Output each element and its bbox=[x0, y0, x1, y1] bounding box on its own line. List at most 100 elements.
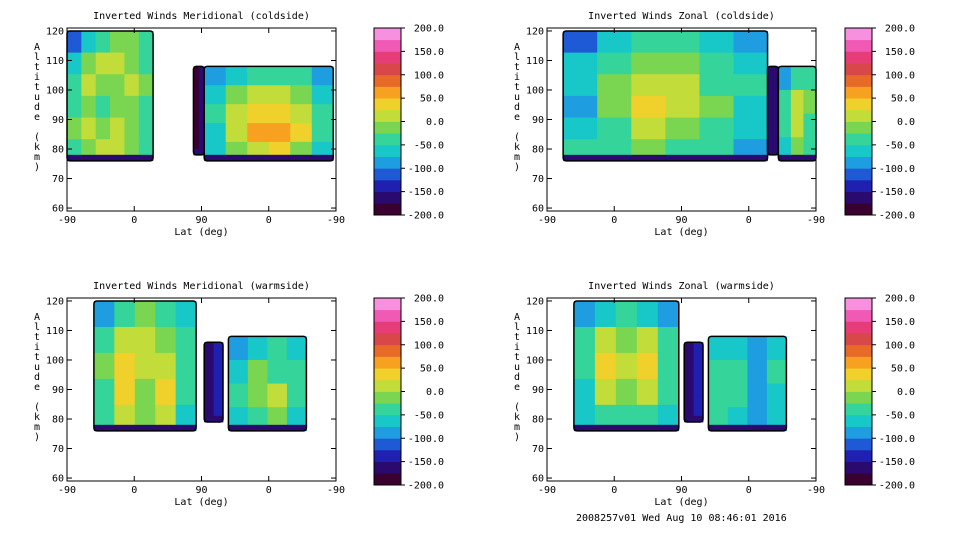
edge-band bbox=[204, 415, 224, 422]
heat-cell bbox=[193, 88, 200, 112]
heat-cell bbox=[134, 352, 156, 380]
colorbar-tick-label: -200.0 bbox=[879, 211, 915, 222]
heat-cell bbox=[228, 383, 249, 408]
heat-cell bbox=[772, 95, 779, 126]
heat-cell bbox=[114, 404, 136, 432]
colorbar-swatch bbox=[374, 51, 401, 64]
heat-cell bbox=[175, 352, 197, 380]
heat-cell bbox=[124, 30, 140, 53]
colorbar-tick-label: 0.0 bbox=[426, 117, 444, 128]
colorbar-swatch bbox=[374, 356, 401, 369]
x-tick-label: 90 bbox=[675, 215, 687, 226]
heat-cell bbox=[93, 326, 115, 354]
chart-panel-3: Inverted Winds Zonal (warmside) 60 70 80 90 1… bbox=[514, 281, 915, 508]
heat-cell bbox=[684, 342, 694, 370]
heat-cell bbox=[204, 368, 214, 396]
heat-cell bbox=[657, 300, 680, 328]
heat-cell bbox=[767, 125, 774, 156]
data-region-2 bbox=[227, 335, 308, 432]
heat-cell bbox=[175, 300, 197, 328]
heat-cell bbox=[193, 66, 200, 89]
heat-cell bbox=[733, 30, 768, 53]
x-tick-label: 90 bbox=[195, 215, 207, 226]
colorbar-tick-label: 100.0 bbox=[414, 70, 444, 81]
data-region-0 bbox=[66, 30, 154, 162]
heat-cell bbox=[615, 300, 638, 328]
y-tick-label: 90 bbox=[532, 385, 544, 396]
heat-cell bbox=[311, 123, 334, 143]
colorbar-tick-label: 0.0 bbox=[897, 387, 915, 398]
heat-cell bbox=[213, 342, 224, 370]
heat-cell bbox=[290, 123, 313, 143]
y-tick-label: 110 bbox=[46, 326, 64, 337]
heat-cell bbox=[81, 52, 97, 75]
heat-cell bbox=[657, 378, 680, 406]
heat-cell bbox=[597, 52, 632, 75]
colorbar-swatch bbox=[374, 298, 401, 311]
y-tick-label: 100 bbox=[46, 85, 64, 96]
colorbar-tick-label: 200.0 bbox=[885, 294, 915, 305]
heat-cell bbox=[733, 52, 768, 75]
colorbar-tick-label: -150.0 bbox=[879, 457, 915, 468]
colorbar-tick-label: -50.0 bbox=[414, 410, 444, 421]
heat-cell bbox=[747, 336, 768, 361]
y-tick-label: 120 bbox=[526, 296, 544, 307]
colorbar-swatch bbox=[845, 191, 872, 204]
x-axis-label: Lat (deg) bbox=[174, 497, 228, 508]
colorbar-tick-label: 50.0 bbox=[891, 94, 915, 105]
colorbar-swatch bbox=[845, 461, 872, 474]
heat-cell bbox=[204, 85, 227, 105]
heat-cell bbox=[124, 117, 140, 140]
edge-band bbox=[684, 415, 704, 422]
colorbar-tick-label: -150.0 bbox=[408, 187, 444, 198]
y-tick-label: 70 bbox=[532, 444, 544, 455]
heat-cell bbox=[225, 66, 248, 86]
heat-cell bbox=[778, 113, 792, 138]
y-tick-label: 120 bbox=[46, 26, 64, 37]
heat-cell bbox=[699, 74, 734, 97]
colorbar-tick-label: -50.0 bbox=[885, 410, 915, 421]
x-tick-label: 90 bbox=[195, 485, 207, 496]
heat-cell bbox=[733, 95, 768, 118]
data-region-1 bbox=[203, 341, 224, 423]
y-tick-label: 70 bbox=[52, 444, 64, 455]
heat-cell bbox=[631, 117, 666, 140]
colorbar-tick-label: -150.0 bbox=[408, 457, 444, 468]
heat-cell bbox=[727, 359, 748, 384]
y-tick-label: 100 bbox=[526, 355, 544, 366]
colorbar-swatch bbox=[374, 168, 401, 181]
heat-cell bbox=[631, 30, 666, 53]
heat-cell bbox=[693, 342, 704, 370]
colorbar-swatch bbox=[845, 179, 872, 193]
data-region-2 bbox=[707, 335, 788, 432]
y-tick-label: 70 bbox=[52, 174, 64, 185]
heat-cell bbox=[573, 326, 596, 354]
colorbar-tick-label: 100.0 bbox=[885, 340, 915, 351]
colorbar-swatch bbox=[374, 28, 401, 41]
heat-cell bbox=[225, 85, 248, 105]
x-axis-label: Lat (deg) bbox=[654, 497, 708, 508]
heat-cell bbox=[95, 30, 111, 53]
edge-band bbox=[778, 154, 816, 161]
heat-cell bbox=[803, 66, 817, 91]
heat-cell bbox=[155, 378, 177, 406]
heat-cell bbox=[267, 359, 288, 384]
heat-cell bbox=[708, 383, 729, 408]
colorbar-swatch bbox=[374, 309, 401, 322]
heat-cell bbox=[138, 117, 154, 140]
x-tick-label: -90 bbox=[538, 485, 556, 496]
heat-cell bbox=[175, 404, 197, 432]
heat-cell bbox=[175, 378, 197, 406]
heat-cell bbox=[790, 89, 804, 114]
colorbar-swatch bbox=[374, 333, 401, 346]
chart-title: Inverted Winds Meridional (coldside) bbox=[93, 11, 310, 22]
heat-cell bbox=[803, 113, 817, 138]
edge-band bbox=[67, 154, 154, 161]
heat-cell bbox=[727, 336, 748, 361]
edge-band bbox=[563, 154, 768, 161]
heat-cell bbox=[247, 85, 270, 105]
colorbar-swatch bbox=[845, 368, 872, 381]
